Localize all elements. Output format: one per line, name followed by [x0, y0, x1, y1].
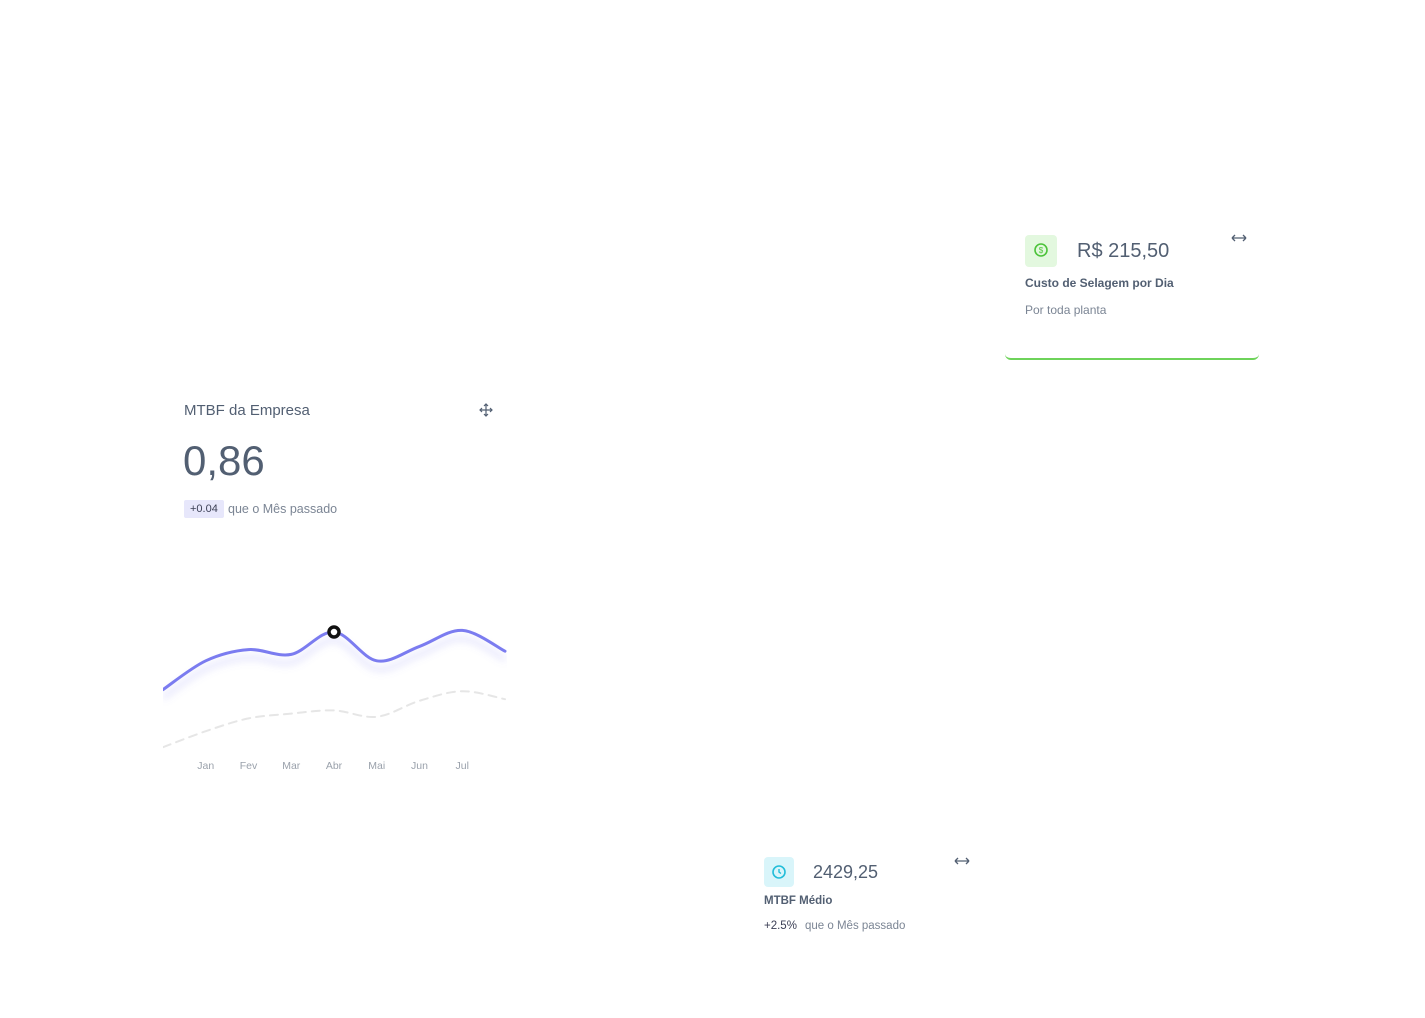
- line-shadow: [163, 636, 506, 700]
- resize-icon[interactable]: [1231, 233, 1247, 243]
- mtbf-value: 0,86: [183, 437, 265, 484]
- avg-label: MTBF Médio: [764, 895, 833, 907]
- highlight-point: [327, 625, 341, 639]
- avg-value: 2429,25: [813, 862, 879, 882]
- comparison-line: [163, 690, 506, 749]
- cost-caption: Por toda planta: [1025, 303, 1107, 317]
- mtbf-chart: Jan Fev Mar Abr Mai Jun Jul: [163, 625, 507, 772]
- cost-icon: $: [1025, 235, 1057, 267]
- mtbf-badge-text: que o Mês passado: [228, 502, 338, 516]
- cost-card: $ R$ 215,50 Custo de Selagem por Dia Por…: [1005, 222, 1259, 360]
- x-tick-label: Jun: [411, 760, 428, 772]
- x-tick-label: Jul: [456, 760, 469, 772]
- avg-card: 2429,25 MTBF Médio +2.5% que o Mês passa…: [760, 850, 975, 975]
- mtbf-card: MTBF da Empresa 0,86 +0.04 que o Mês pas…: [163, 395, 507, 787]
- avg-change: +2.5%: [764, 920, 797, 932]
- x-tick-label: Mai: [368, 760, 385, 772]
- x-tick-label: Jan: [197, 760, 214, 772]
- mtbf-title: MTBF da Empresa: [184, 402, 310, 419]
- cost-label: Custo de Selagem por Dia: [1025, 276, 1174, 290]
- svg-text:$: $: [1039, 246, 1044, 255]
- mtbf-badge: +0.04: [184, 500, 224, 518]
- avg-change-text: que o Mês passado: [805, 920, 906, 932]
- x-tick-label: Mar: [282, 760, 301, 772]
- x-tick-label: Abr: [326, 760, 343, 772]
- cost-value: R$ 215,50: [1077, 240, 1170, 262]
- clock-icon: [764, 857, 794, 887]
- move-icon[interactable]: [479, 403, 493, 417]
- x-tick-label: Fev: [240, 760, 258, 772]
- resize-icon[interactable]: [954, 856, 970, 866]
